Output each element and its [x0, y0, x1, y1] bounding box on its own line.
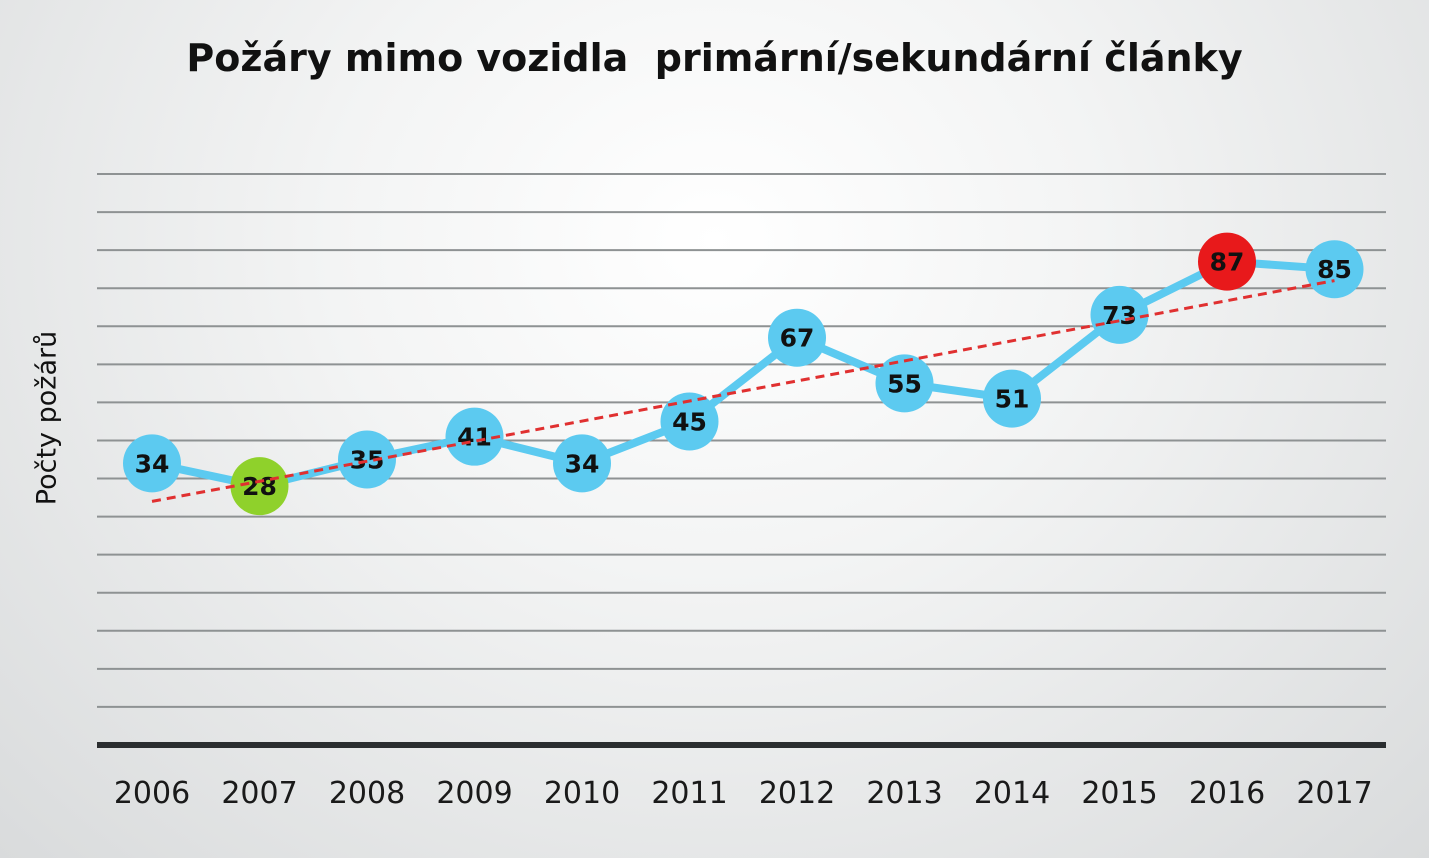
x-tick-2016: 2016 — [1189, 776, 1265, 811]
data-label-2006: 34 — [135, 449, 170, 478]
data-point-2013 — [875, 354, 934, 413]
data-point-2016 — [1198, 232, 1256, 291]
x-tick-2009: 2009 — [436, 776, 512, 811]
data-label-2013: 55 — [887, 369, 922, 398]
data-label-2010: 34 — [565, 449, 600, 478]
x-tick-2015: 2015 — [1081, 776, 1157, 811]
data-label-2011: 45 — [672, 407, 707, 436]
data-label-2016: 87 — [1210, 248, 1245, 277]
data-label-2012: 67 — [780, 324, 815, 353]
x-tick-2017: 2017 — [1296, 776, 1372, 811]
x-tick-labels: 2006 2007 2008 2009 2010 2011 2012 2013 2014 2015… — [114, 776, 1373, 811]
x-tick-2012: 2012 — [759, 776, 835, 811]
trendline-segment — [151, 279, 1335, 503]
data-point-2015 — [1090, 285, 1149, 344]
x-tick-2014: 2014 — [974, 776, 1050, 811]
series-line — [151, 257, 1335, 491]
data-point-2009 — [445, 407, 504, 466]
x-tick-2010: 2010 — [544, 776, 620, 811]
data-label-2007: 28 — [242, 472, 277, 501]
x-tick-2007: 2007 — [221, 776, 297, 811]
data-point-2012 — [768, 308, 826, 367]
data-label-2015: 73 — [1102, 301, 1137, 330]
data-point-2008 — [338, 430, 396, 489]
data-point-2006 — [123, 434, 181, 493]
x-tick-2011: 2011 — [651, 776, 727, 811]
gridlines — [97, 173, 1386, 708]
data-point-2010 — [553, 434, 611, 493]
chart-title: Požáry mimo vozidla primární/sekundární … — [186, 36, 1243, 80]
data-point-2007 — [230, 457, 289, 516]
x-tick-2008: 2008 — [329, 776, 405, 811]
data-point-2014 — [983, 369, 1041, 428]
x-tick-2006: 2006 — [114, 776, 190, 811]
data-label-2014: 51 — [995, 385, 1030, 414]
trendline — [151, 279, 1335, 503]
series-polyline — [151, 257, 1335, 491]
data-label-2009: 41 — [457, 423, 492, 452]
data-label-2017: 85 — [1317, 255, 1352, 284]
data-point-2011 — [660, 392, 719, 451]
x-tick-2013: 2013 — [866, 776, 942, 811]
